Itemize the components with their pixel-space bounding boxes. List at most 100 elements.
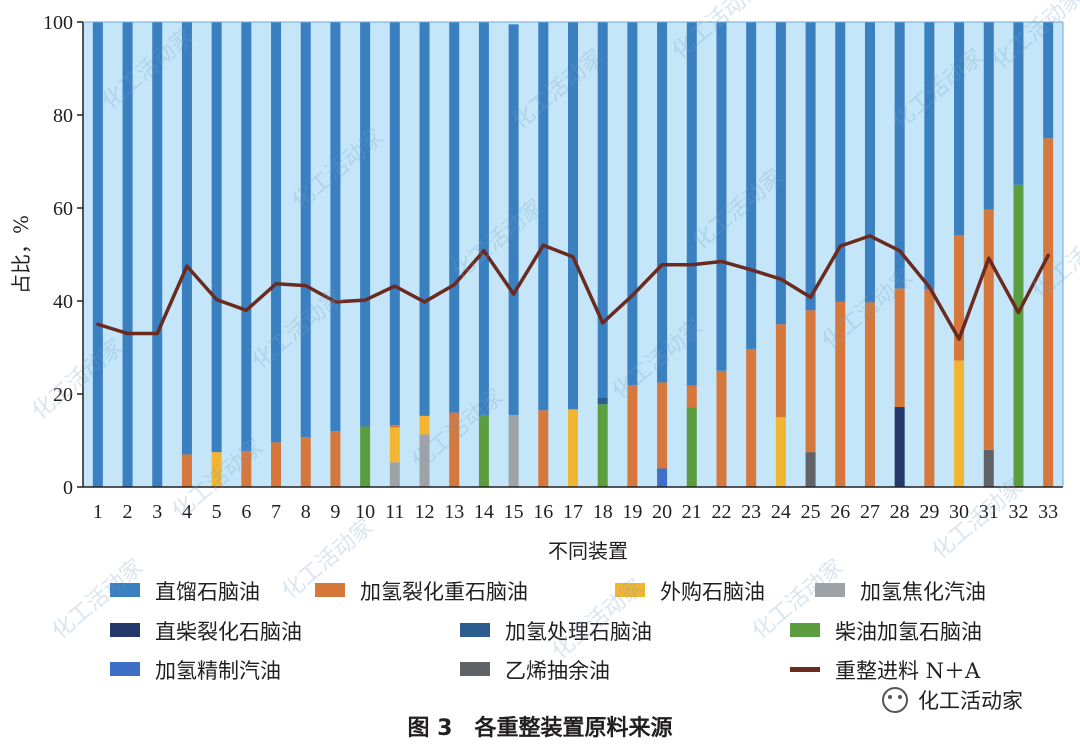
bar-segment	[805, 22, 816, 311]
bar-segment	[419, 415, 430, 435]
y-tick-label: 100	[43, 12, 73, 34]
bar-segment	[864, 302, 875, 487]
x-tick-label: 18	[593, 501, 613, 523]
x-tick-label: 20	[652, 501, 672, 523]
bar-segment	[864, 22, 875, 303]
bar-segment	[835, 22, 846, 302]
legend-label: 加氢焦化汽油	[860, 580, 986, 604]
bar-segment	[805, 310, 816, 453]
x-tick-label: 26	[830, 501, 850, 523]
y-tick-label: 40	[53, 291, 73, 313]
bar-segment	[389, 425, 400, 428]
legend-swatch	[110, 623, 140, 637]
x-tick-label: 32	[1008, 501, 1028, 523]
bar-segment	[330, 22, 341, 432]
bar-segment	[330, 431, 341, 487]
bar-segment	[419, 22, 430, 416]
bar-segment	[597, 404, 608, 487]
x-tick-label: 6	[241, 501, 251, 523]
bar-segment	[122, 22, 133, 487]
bar-segment	[478, 414, 489, 487]
bar-segment	[716, 22, 727, 371]
bar-segment	[241, 22, 252, 452]
bar-segment	[360, 22, 371, 427]
bar-segment	[924, 22, 935, 290]
figure-caption: 图 3 各重整装置原料来源	[408, 715, 673, 741]
bar-segment	[538, 410, 549, 487]
x-tick-label: 31	[979, 501, 999, 523]
legend-label: 直馏石脑油	[155, 580, 260, 604]
bar-segment	[478, 22, 489, 415]
x-tick-label: 1	[93, 501, 103, 523]
bar-segment	[686, 407, 697, 487]
bar-segment	[181, 22, 192, 455]
legend-label: 柴油加氢石脑油	[835, 620, 982, 644]
bar-segment	[419, 434, 430, 487]
bars-group	[92, 22, 1054, 488]
x-tick-label: 21	[682, 501, 702, 523]
bar-segment	[181, 454, 192, 487]
bar-segment	[597, 397, 608, 405]
wechat-icon-eye	[888, 695, 892, 699]
x-tick-label: 30	[949, 501, 969, 523]
bar-segment	[983, 209, 994, 450]
bar-segment	[716, 370, 727, 487]
bar-segment	[775, 417, 786, 487]
wechat-icon	[882, 687, 908, 713]
bar-segment	[271, 442, 282, 487]
bar-segment	[568, 409, 578, 487]
x-tick-label: 29	[919, 501, 939, 523]
bar-segment	[449, 412, 460, 487]
bar-segment	[805, 452, 816, 488]
bar-segment	[775, 22, 786, 325]
bar-segment	[746, 22, 757, 349]
bar-segment	[894, 22, 905, 289]
y-axis-title: 占比，%	[9, 215, 33, 294]
y-tick-label: 60	[53, 198, 73, 220]
legend-label: 加氢精制汽油	[155, 659, 281, 683]
x-tick-label: 7	[271, 501, 281, 523]
legend-label: 重整进料 N＋A	[835, 659, 981, 683]
x-tick-label: 23	[741, 501, 761, 523]
x-tick-label: 22	[711, 501, 731, 523]
legend-swatch	[460, 623, 490, 637]
bar-segment	[389, 427, 400, 463]
y-tick-label: 20	[53, 384, 73, 406]
bar-segment	[954, 234, 965, 361]
bar-segment	[894, 407, 905, 487]
bar-segment	[894, 288, 905, 408]
legend-swatch	[110, 662, 140, 676]
legend-swatch	[110, 583, 140, 597]
bar-segment	[924, 289, 935, 488]
bar-segment	[211, 22, 222, 453]
legend-swatch	[815, 583, 845, 597]
bar-segment	[746, 348, 757, 487]
bar-segment	[389, 22, 400, 426]
bar-segment	[657, 468, 668, 487]
x-tick-label: 9	[330, 501, 340, 523]
x-tick-label: 28	[890, 501, 910, 523]
line-series-group	[96, 234, 1050, 341]
bar-segment	[508, 414, 519, 487]
bar-segment	[597, 22, 608, 398]
bar-segment	[983, 449, 994, 487]
x-tick-label: 4	[182, 501, 192, 523]
x-tick-label: 17	[563, 501, 583, 523]
bar-segment	[508, 24, 519, 415]
bar-segment	[152, 22, 163, 487]
bar-segment	[835, 301, 846, 487]
bar-segment	[568, 22, 578, 410]
bar-segment	[300, 437, 311, 487]
y-tick-label: 80	[53, 105, 73, 127]
legend-swatch	[615, 583, 645, 597]
x-tick-label: 24	[771, 501, 791, 523]
bar-segment	[211, 452, 222, 488]
legend-label: 加氢处理石脑油	[505, 620, 652, 644]
legend-swatch	[790, 667, 820, 672]
bar-segment	[1043, 138, 1054, 487]
legend-label: 加氢裂化重石脑油	[360, 580, 528, 604]
x-axis-title: 不同装置	[548, 539, 628, 563]
legend-label: 直柴裂化石脑油	[155, 620, 302, 644]
